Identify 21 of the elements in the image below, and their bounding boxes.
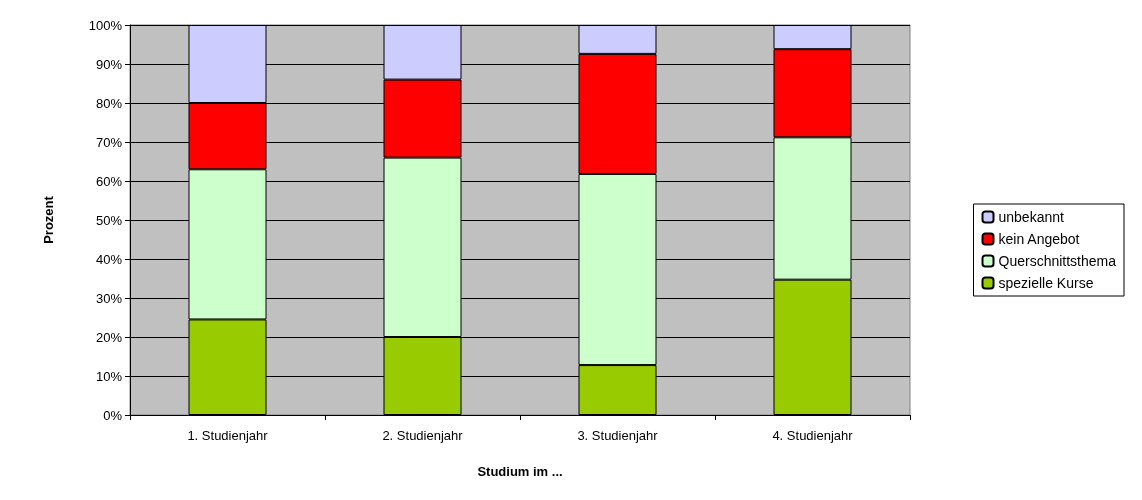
y-axis-title: Prozent [41, 195, 56, 244]
y-tick-label: 20% [95, 329, 123, 345]
y-tick-label: 0% [103, 407, 123, 423]
x-tick-label: 3. Studienjahr [577, 428, 659, 443]
y-tick-label: 30% [95, 290, 123, 306]
legend-label: spezielle Kurse [998, 275, 1094, 291]
y-tick-label: 10% [95, 368, 123, 384]
x-tick-label: 4. Studienjahr [772, 428, 854, 443]
y-tick-label: 40% [95, 251, 123, 267]
y-tick-label: 70% [95, 134, 123, 150]
legend-label: unbekannt [998, 209, 1065, 225]
y-tick-label: 90% [95, 56, 123, 72]
y-tick-label: 100% [88, 17, 123, 33]
x-tick-label: 1. Studienjahr [187, 428, 269, 443]
y-tick-label: 80% [95, 95, 123, 111]
legend-label: Querschnittsthema [998, 253, 1117, 269]
legend-label: kein Angebot [998, 231, 1080, 247]
y-tick-label: 60% [95, 173, 123, 189]
y-tick-label: 50% [95, 212, 123, 228]
x-axis-title: Studium im ... [477, 464, 563, 479]
x-tick-label: 2. Studienjahr [382, 428, 464, 443]
